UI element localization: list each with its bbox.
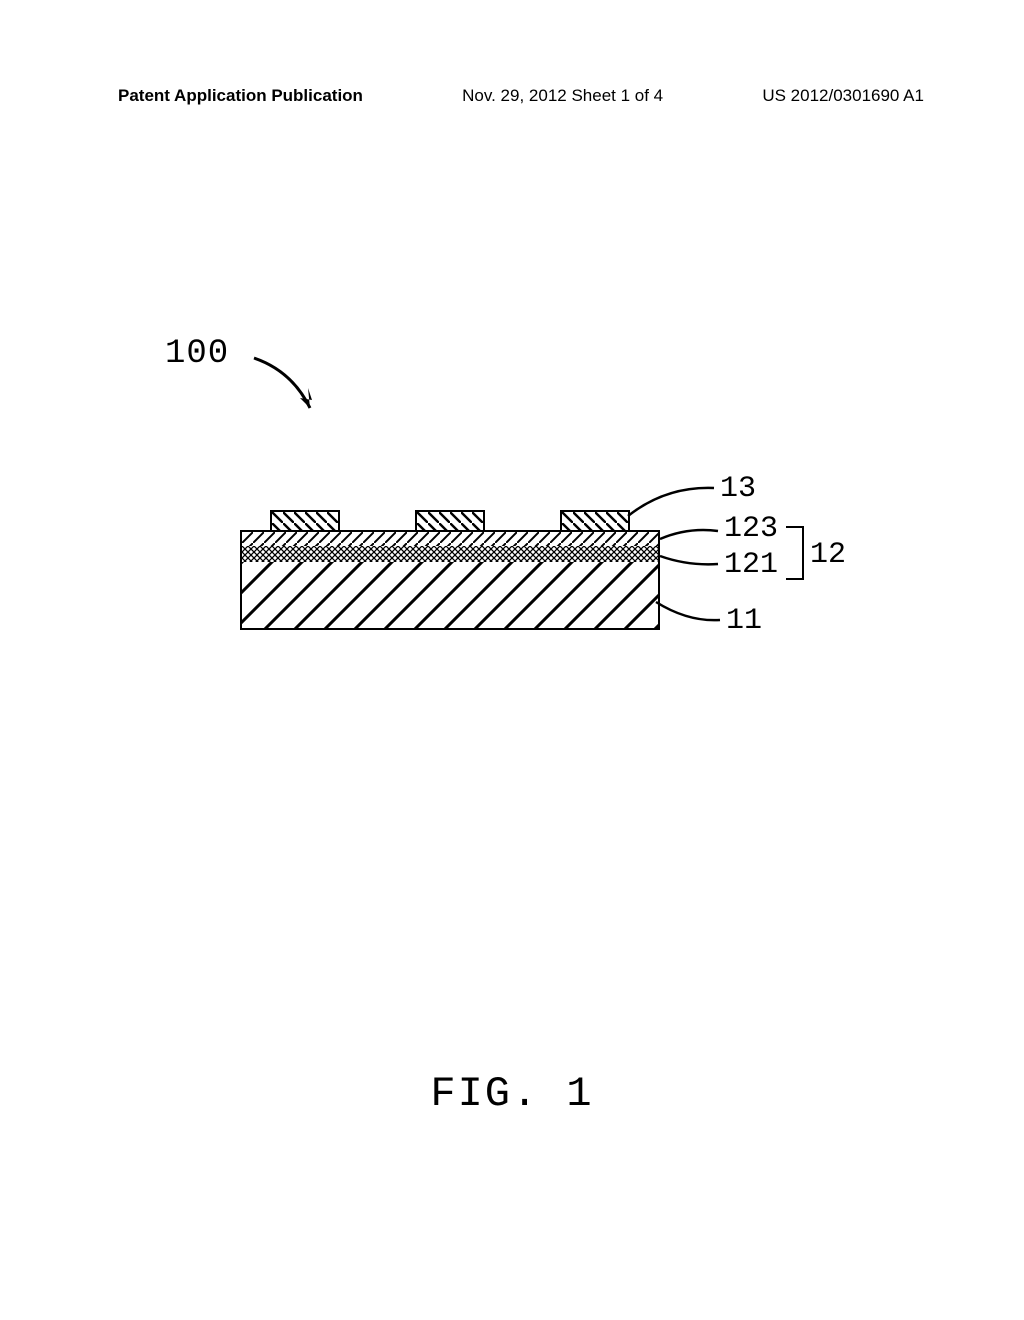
hatch-diag-icon [242, 532, 660, 546]
ref-label-12: 12 [810, 538, 846, 572]
ref-label-13: 13 [720, 472, 756, 506]
leader-121-icon [658, 552, 720, 570]
leader-11-icon [652, 598, 722, 628]
ref-label-123: 123 [724, 512, 778, 546]
hatch-block-icon [562, 512, 630, 532]
layer-11 [240, 560, 660, 630]
layer-121 [240, 544, 660, 562]
bracket-12-icon [786, 526, 804, 580]
leader-123-icon [658, 525, 720, 543]
hatch-cross-icon [242, 546, 660, 562]
hatch-block-icon [417, 512, 485, 532]
hatch-wide-icon [242, 562, 660, 630]
header-center: Nov. 29, 2012 Sheet 1 of 4 [462, 86, 663, 106]
layer-13-block [415, 510, 485, 532]
page-header: Patent Application Publication Nov. 29, … [118, 86, 924, 106]
leader-13-icon [626, 482, 716, 522]
ref-label-100: 100 [165, 335, 229, 373]
figure-1: 100 [0, 160, 1024, 1060]
ref-label-121: 121 [724, 548, 778, 582]
layer-13-block [560, 510, 630, 532]
layer-13-block [270, 510, 340, 532]
hatch-block-icon [272, 512, 340, 532]
figure-caption: FIG. 1 [0, 1070, 1024, 1118]
cross-section-diagram [240, 500, 660, 640]
header-left: Patent Application Publication [118, 86, 363, 106]
layer-123 [240, 530, 660, 546]
header-right: US 2012/0301690 A1 [762, 86, 924, 106]
arrow-100-icon [252, 356, 332, 426]
ref-label-11: 11 [726, 604, 762, 638]
